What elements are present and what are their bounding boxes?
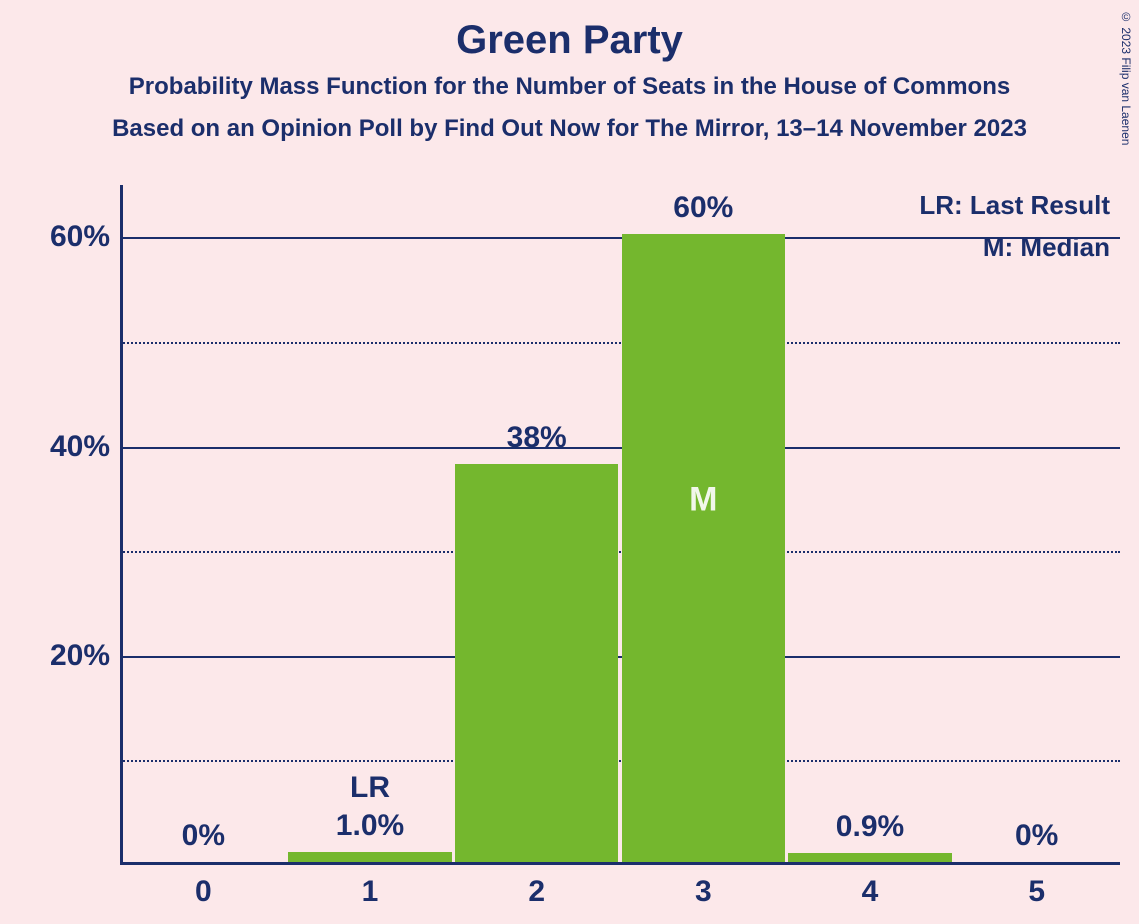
y-axis (120, 185, 123, 865)
grid-major (120, 447, 1120, 449)
y-tick-label: 40% (10, 430, 110, 464)
chart-subtitle: Probability Mass Function for the Number… (0, 73, 1139, 101)
grid-major (120, 237, 1120, 239)
chart-container: © 2023 Filip van Laenen Green Party Prob… (0, 0, 1139, 924)
bar (622, 234, 785, 862)
bar (288, 852, 451, 862)
bar (788, 853, 951, 862)
grid-major (120, 656, 1120, 658)
x-tick-label: 5 (1028, 875, 1045, 909)
last-result-annotation: LR (350, 771, 390, 805)
median-mark: M (689, 480, 717, 519)
chart-plot-area: LR: Last Result M: Median 20%40%60%0%01.… (120, 185, 1120, 865)
grid-minor (120, 551, 1120, 553)
chart-title: Green Party (0, 0, 1139, 63)
y-tick-label: 20% (10, 639, 110, 673)
bar-value-label: 0% (182, 819, 225, 853)
legend-lr: LR: Last Result (919, 185, 1110, 227)
x-tick-label: 1 (362, 875, 379, 909)
grid-minor (120, 342, 1120, 344)
x-tick-label: 3 (695, 875, 712, 909)
y-tick-label: 60% (10, 220, 110, 254)
legend: LR: Last Result M: Median (919, 185, 1110, 268)
x-tick-label: 4 (862, 875, 879, 909)
copyright-text: © 2023 Filip van Laenen (1119, 10, 1133, 145)
grid-minor (120, 760, 1120, 762)
bar-value-label: 1.0% (336, 809, 404, 843)
bar-value-label: 60% (673, 191, 733, 225)
bar-value-label: 38% (507, 421, 567, 455)
x-tick-label: 2 (528, 875, 545, 909)
bar-value-label: 0.9% (836, 810, 904, 844)
bar (455, 464, 618, 862)
bar-value-label: 0% (1015, 819, 1058, 853)
legend-m: M: Median (919, 227, 1110, 269)
x-axis (120, 862, 1120, 865)
x-tick-label: 0 (195, 875, 212, 909)
chart-subtitle-2: Based on an Opinion Poll by Find Out Now… (0, 115, 1139, 143)
